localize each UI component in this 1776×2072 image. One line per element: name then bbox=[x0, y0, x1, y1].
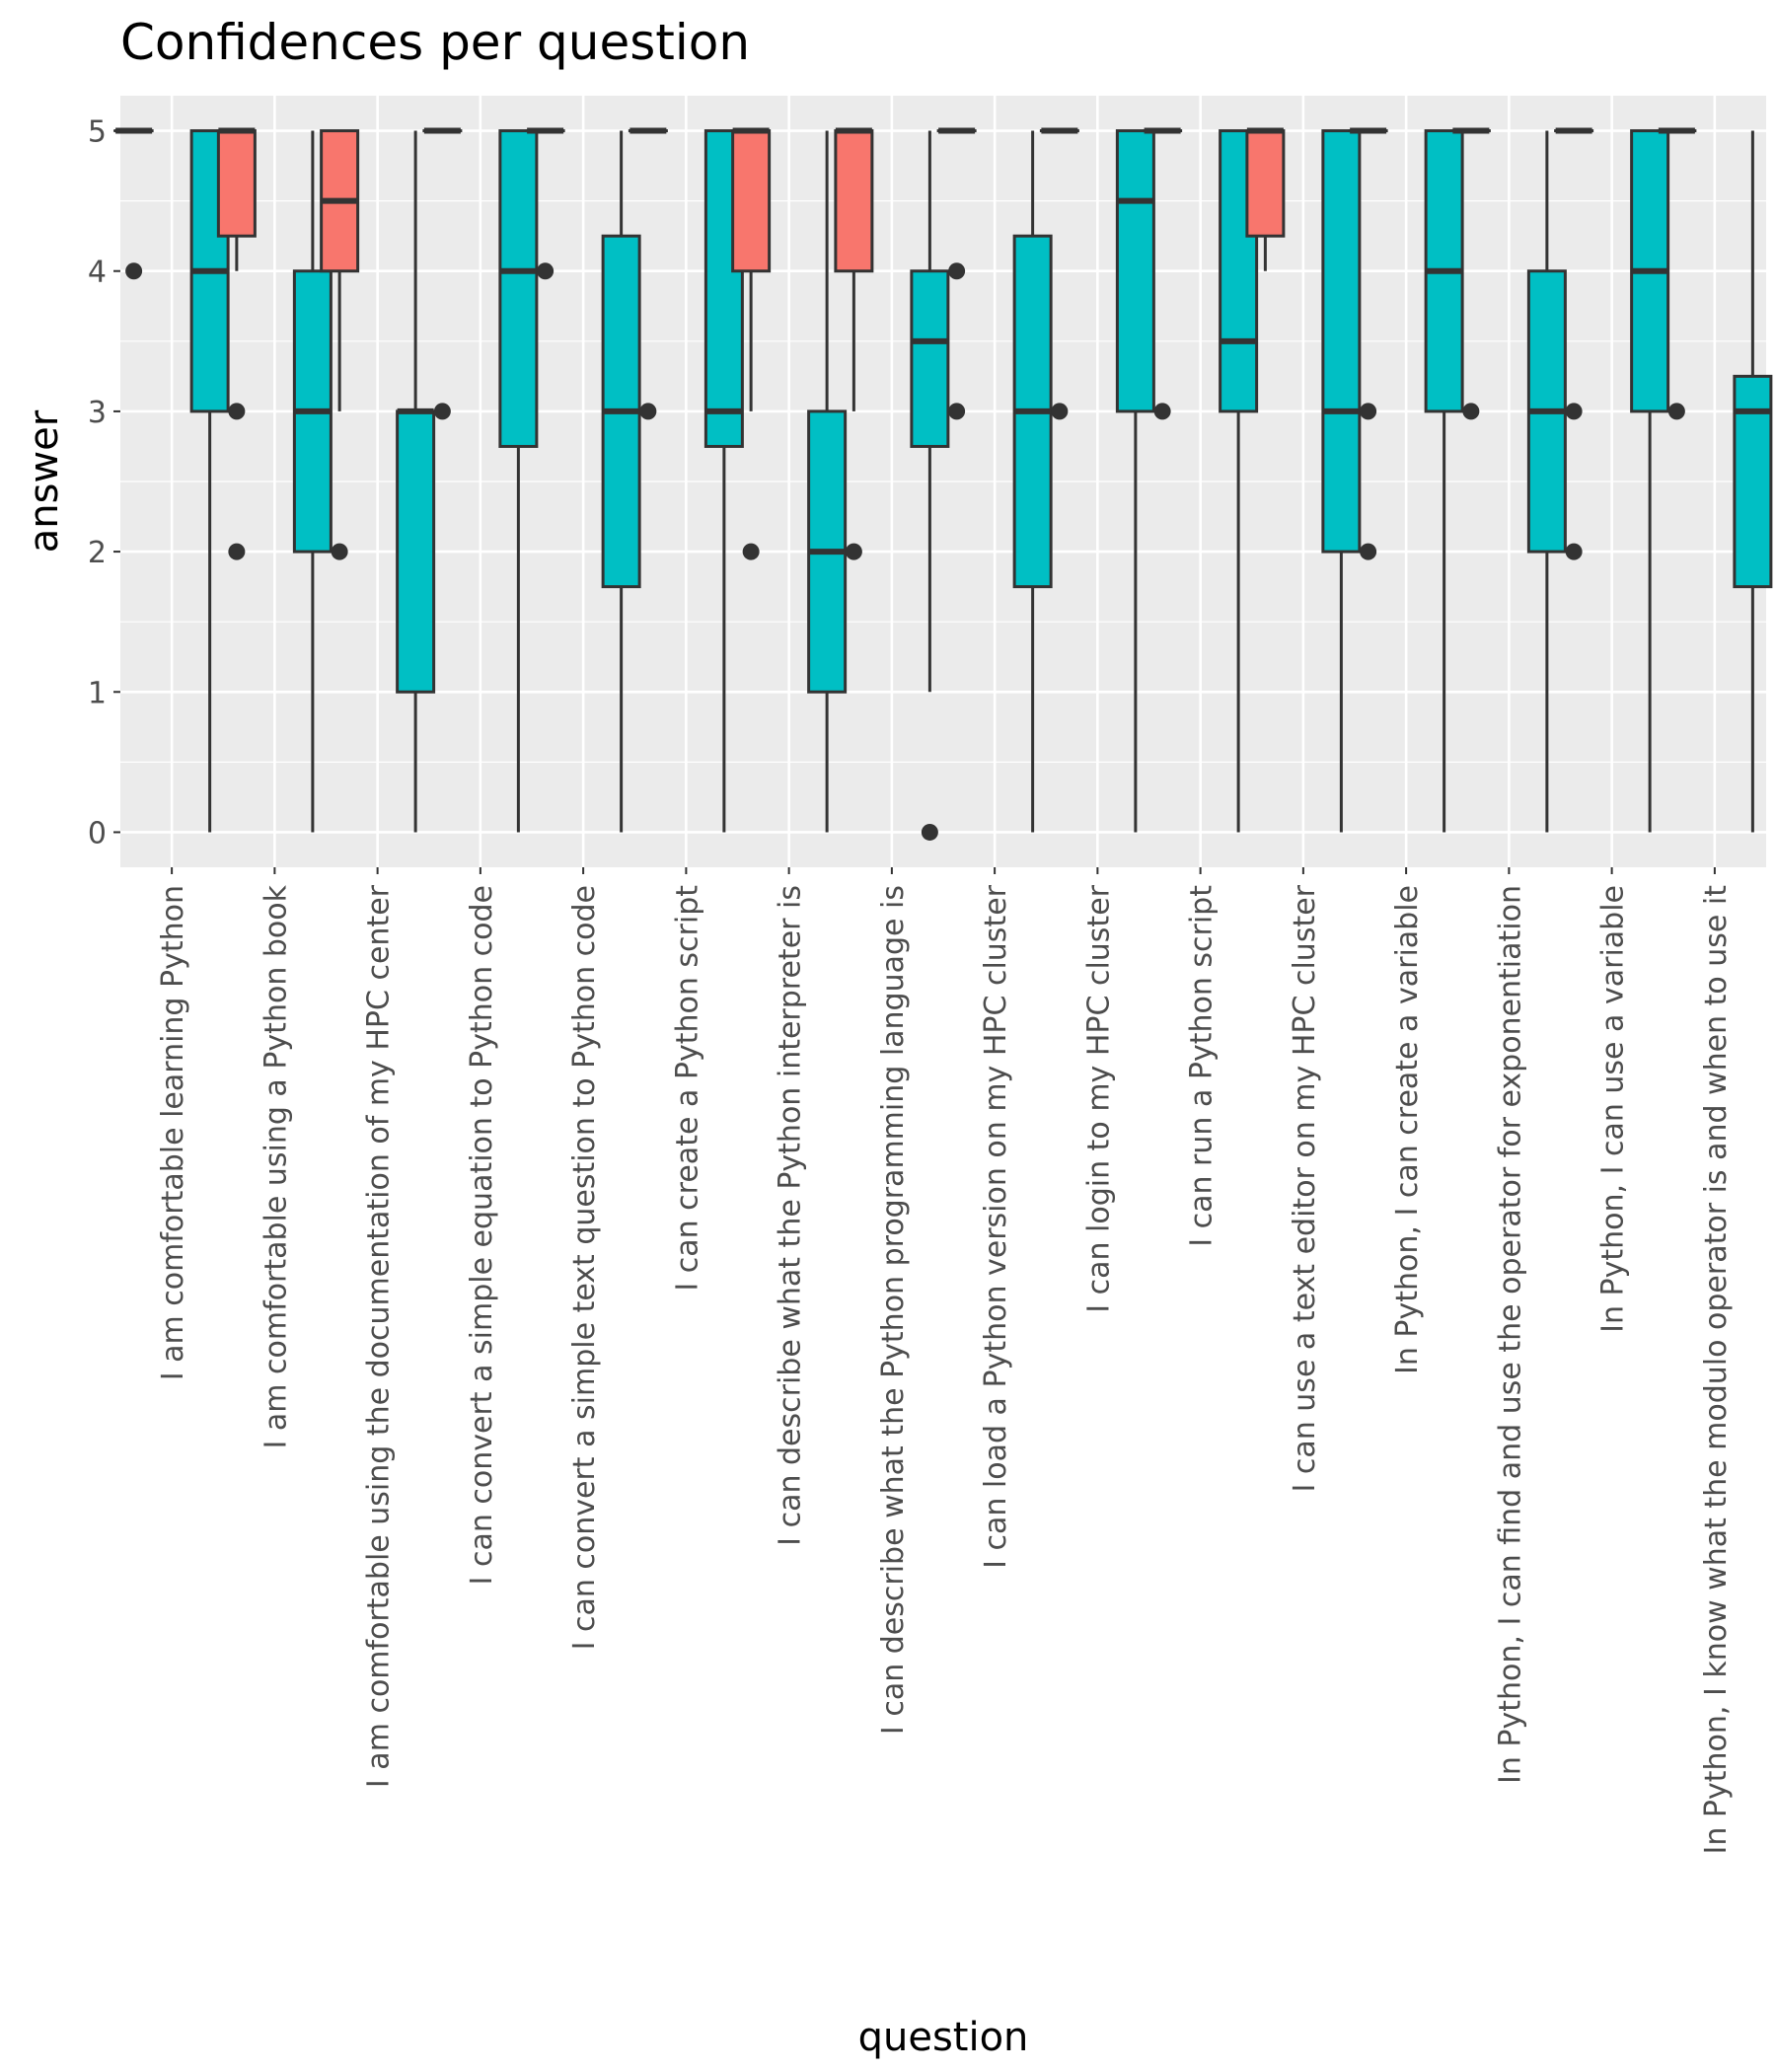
box-series-a bbox=[320, 129, 360, 560]
outlier-point bbox=[1051, 403, 1069, 420]
x-tick-label: In Python, I can find and use the operat… bbox=[1493, 885, 1527, 1784]
x-tick-label: In Python, I can use a variable bbox=[1596, 885, 1631, 1333]
outlier-point bbox=[1153, 403, 1171, 420]
x-tick-label: I can use a text editor on my HPC cluste… bbox=[1288, 884, 1322, 1492]
box-body bbox=[910, 269, 950, 448]
box-series-a bbox=[1348, 127, 1388, 560]
outlier-point bbox=[331, 543, 348, 560]
x-tick-label: I can describe what the Python interpret… bbox=[774, 885, 808, 1546]
box-series-a bbox=[834, 127, 874, 560]
x-tick-label: I can describe what the Python programmi… bbox=[876, 885, 911, 1735]
y-tick-label: 5 bbox=[88, 115, 107, 150]
box-series-b bbox=[1115, 129, 1155, 833]
y-axis: 0 1 2 3 4 5 bbox=[88, 115, 120, 851]
outlier-point bbox=[228, 403, 246, 420]
box-series-a bbox=[216, 127, 257, 560]
box-body bbox=[498, 129, 539, 448]
box-series-a bbox=[936, 127, 977, 420]
y-tick-label: 3 bbox=[88, 396, 107, 430]
y-tick-label: 1 bbox=[88, 676, 107, 710]
y-tick-label: 2 bbox=[88, 536, 107, 570]
box-series-a bbox=[525, 127, 565, 280]
outlier-point bbox=[125, 262, 143, 280]
box-series-b bbox=[292, 130, 333, 833]
outlier-point bbox=[948, 403, 966, 420]
box-series-b bbox=[498, 129, 539, 833]
x-tick-label: I can convert a simple text question to … bbox=[567, 885, 602, 1650]
box-series-b bbox=[396, 130, 436, 833]
outlier-point bbox=[433, 403, 451, 420]
outlier-point bbox=[1565, 543, 1583, 560]
outlier-point bbox=[228, 543, 246, 560]
box-series-a bbox=[1245, 127, 1286, 271]
box-series-a bbox=[1450, 127, 1491, 420]
outlier-point bbox=[921, 823, 938, 841]
box-series-b bbox=[1424, 129, 1464, 833]
box-series-b bbox=[1526, 130, 1567, 833]
box-body bbox=[396, 409, 436, 694]
x-tick-label: I can load a Python version on my HPC cl… bbox=[979, 884, 1013, 1569]
x-tick-label: I am comfortable using the documentation… bbox=[362, 884, 397, 1788]
box-series-b bbox=[1012, 130, 1053, 833]
box-series-b bbox=[1321, 129, 1362, 833]
box-series-a bbox=[1554, 127, 1594, 560]
box-body bbox=[1321, 129, 1362, 554]
box-series-b bbox=[807, 130, 848, 833]
x-tick-label: I can run a Python script bbox=[1185, 885, 1220, 1247]
x-tick-label: I am comfortable learning Python bbox=[156, 885, 190, 1380]
outlier-point bbox=[1667, 403, 1685, 420]
box-series-a bbox=[731, 127, 772, 560]
chart-title: Confidences per question bbox=[120, 14, 750, 71]
y-axis-title: answer bbox=[22, 409, 67, 553]
outlier-point bbox=[1360, 543, 1377, 560]
box-body bbox=[1115, 129, 1155, 413]
box-series-a bbox=[1657, 127, 1697, 420]
box-body bbox=[216, 129, 257, 238]
outlier-point bbox=[639, 403, 657, 420]
x-tick-label: In Python, I know what the modulo operat… bbox=[1699, 885, 1734, 1855]
outlier-point bbox=[948, 262, 966, 280]
outlier-point bbox=[845, 543, 862, 560]
x-tick-label: I can convert a simple equation to Pytho… bbox=[465, 885, 499, 1585]
y-tick-label: 4 bbox=[88, 256, 107, 290]
x-axis-title: question bbox=[858, 2015, 1029, 2060]
box-series-a bbox=[1143, 127, 1183, 420]
box-layer bbox=[113, 127, 1773, 841]
y-tick-label: 0 bbox=[88, 816, 107, 851]
outlier-point bbox=[537, 262, 555, 280]
outlier-point bbox=[742, 543, 760, 560]
box-body bbox=[1733, 374, 1773, 589]
outlier-point bbox=[1462, 403, 1480, 420]
x-tick-label: In Python, I can create a variable bbox=[1390, 885, 1425, 1374]
box-series-b bbox=[601, 130, 641, 833]
box-body bbox=[834, 129, 874, 273]
box-series-b bbox=[1630, 129, 1670, 833]
box-body bbox=[1245, 129, 1286, 238]
box-body bbox=[731, 129, 772, 273]
outlier-point bbox=[1360, 403, 1377, 420]
box-series-b bbox=[1733, 130, 1773, 833]
box-series-a bbox=[628, 127, 668, 420]
x-tick-label: I can create a Python script bbox=[670, 885, 704, 1292]
x-tick-label: I am comfortable using a Python book bbox=[259, 884, 293, 1448]
x-tick-label: I can login to my HPC cluster bbox=[1081, 884, 1116, 1312]
x-axis: I am comfortable learning Python I am com… bbox=[156, 867, 1734, 1855]
outlier-point bbox=[1565, 403, 1583, 420]
box-series-a bbox=[1039, 127, 1079, 420]
box-series-b bbox=[910, 130, 950, 841]
box-series-a bbox=[422, 127, 463, 420]
